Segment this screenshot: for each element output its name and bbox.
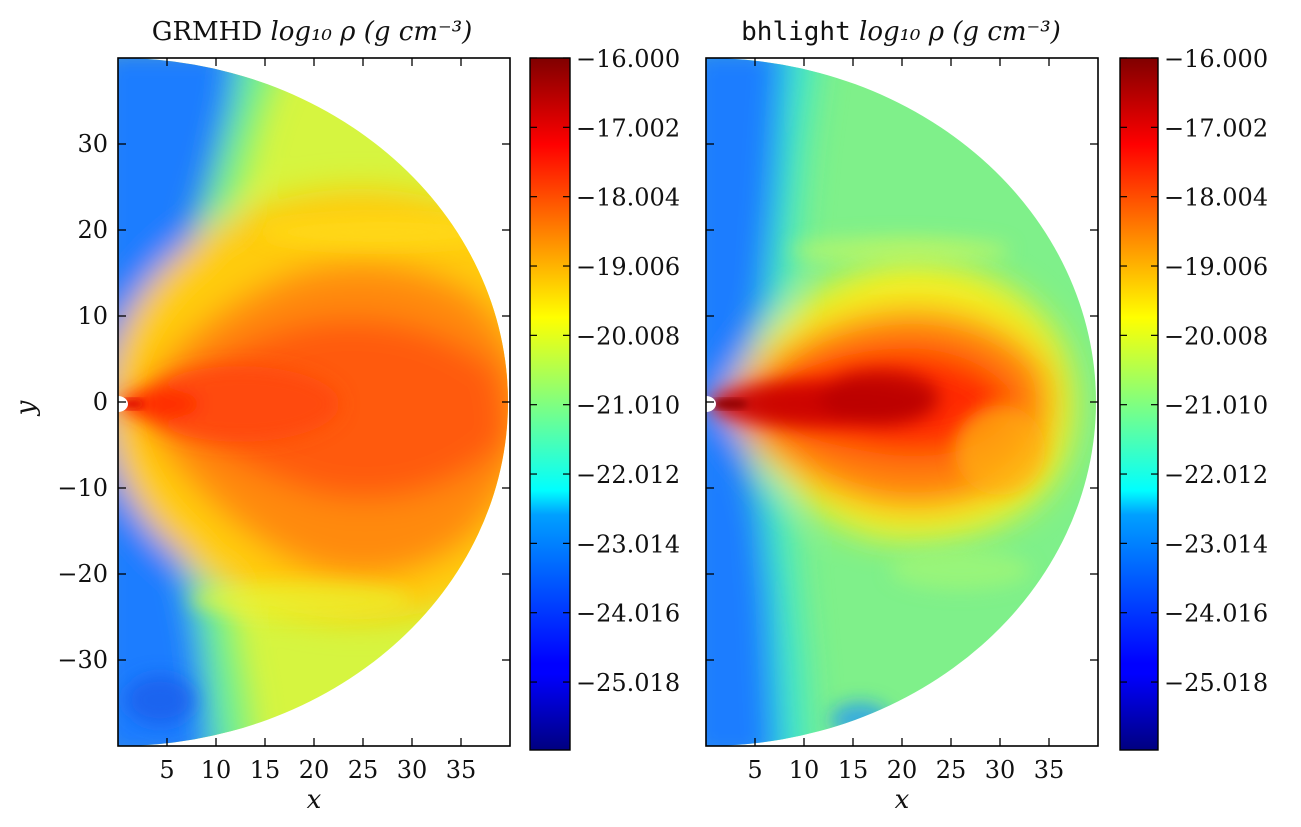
bhlight-density-map [706, 58, 1096, 746]
bhlight-panel: bhlight log₁₀ ρ (g cm⁻³) [705, 17, 1268, 815]
bhlight-colorbar-ticks: −16.000 −17.002 −18.004 −19.006 −20.008 −21.0… [1120, 45, 1268, 697]
grmhd-colorbar-tick-label: −19.006 [576, 253, 680, 281]
bhlight-y-ticks [706, 143, 1098, 661]
grmhd-y-axis-label: y [11, 400, 41, 416]
grmhd-title-math: log₁₀ ρ (g cm⁻³) [270, 17, 472, 47]
bhlight-inner-boundary [706, 396, 716, 412]
grmhd-y-tick-label: 10 [77, 302, 108, 330]
grmhd-colorbar-tick-label: −17.002 [576, 114, 680, 142]
grmhd-colorbar-tick-label: −24.016 [576, 600, 680, 628]
grmhd-x-tick-label: 25 [348, 756, 379, 784]
grmhd-y-tick-label: −20 [57, 560, 108, 588]
bhlight-x-tick-label: 25 [936, 756, 967, 784]
bhlight-x-axis-label: x [895, 785, 910, 815]
grmhd-x-tick-label: 30 [397, 756, 428, 784]
grmhd-colorbar-tick-label: −23.014 [576, 530, 680, 558]
bhlight-x-ticks: 5 10 15 20 25 30 35 [747, 58, 1064, 784]
bhlight-colorbar-tick-label: −16.000 [1164, 45, 1268, 73]
bhlight-colorbar-tick-label: −22.012 [1164, 461, 1268, 489]
bhlight-title-prefix: bhlight [741, 17, 851, 47]
grmhd-y-tick-label: 0 [93, 388, 108, 416]
grmhd-panel: GRMHD log₁₀ ρ (g cm⁻³) [11, 17, 680, 815]
grmhd-colorbar-tick-label: −22.012 [576, 461, 680, 489]
bhlight-colorbar-tick-label: −24.016 [1164, 600, 1268, 628]
grmhd-x-tick-label: 35 [446, 756, 477, 784]
grmhd-x-tick-label: 20 [299, 756, 330, 784]
grmhd-y-tick-label: −30 [57, 646, 108, 674]
grmhd-y-tick-label: 30 [77, 130, 108, 158]
bhlight-colorbar-tick-label: −21.010 [1164, 392, 1268, 420]
bhlight-colorbar-tick-label: −17.002 [1164, 114, 1268, 142]
grmhd-title: GRMHD log₁₀ ρ (g cm⁻³) [152, 17, 473, 47]
bhlight-colorbar-tick-label: −23.014 [1164, 530, 1268, 558]
bhlight-x-tick-label: 5 [747, 756, 762, 784]
bhlight-colorbar-tick-label: −20.008 [1164, 322, 1268, 350]
bhlight-x-tick-label: 15 [838, 756, 869, 784]
grmhd-colorbar-tick-label: −20.008 [576, 322, 680, 350]
grmhd-x-tick-label: 10 [201, 756, 232, 784]
bhlight-colorbar-tick-label: −18.004 [1164, 184, 1268, 212]
grmhd-x-ticks: 5 10 15 20 25 30 35 [159, 58, 476, 784]
grmhd-y-tick-label: −10 [57, 474, 108, 502]
grmhd-y-ticks: 30 20 10 0 −10 −20 −30 [57, 130, 510, 674]
bhlight-colorbar [1119, 57, 1159, 751]
bhlight-x-tick-label: 20 [887, 756, 918, 784]
grmhd-y-tick-label: 20 [77, 216, 108, 244]
grmhd-colorbar-ticks: −16.000 −17.002 −18.004 −19.006 −20.008 −21.0… [530, 45, 680, 697]
bhlight-x-tick-label: 35 [1034, 756, 1065, 784]
bhlight-x-tick-label: 10 [789, 756, 820, 784]
grmhd-inner-boundary [118, 396, 128, 412]
bhlight-title-math: log₁₀ ρ (g cm⁻³) [859, 17, 1061, 47]
bhlight-x-tick-label: 30 [985, 756, 1016, 784]
grmhd-x-tick-label: 5 [159, 756, 174, 784]
grmhd-colorbar-tick-label: −18.004 [576, 184, 680, 212]
grmhd-colorbar-tick-label: −16.000 [576, 45, 680, 73]
grmhd-title-prefix: GRMHD [152, 17, 263, 47]
grmhd-colorbar-tick-label: −25.018 [576, 669, 680, 697]
bhlight-title: bhlight log₁₀ ρ (g cm⁻³) [741, 17, 1061, 47]
bhlight-colorbar-tick-label: −25.018 [1164, 669, 1268, 697]
grmhd-colorbar-tick-label: −21.010 [576, 392, 680, 420]
grmhd-x-axis-label: x [307, 785, 322, 815]
bhlight-colorbar-tick-label: −19.006 [1164, 253, 1268, 281]
grmhd-x-tick-label: 15 [250, 756, 281, 784]
grmhd-colorbar [529, 57, 571, 751]
